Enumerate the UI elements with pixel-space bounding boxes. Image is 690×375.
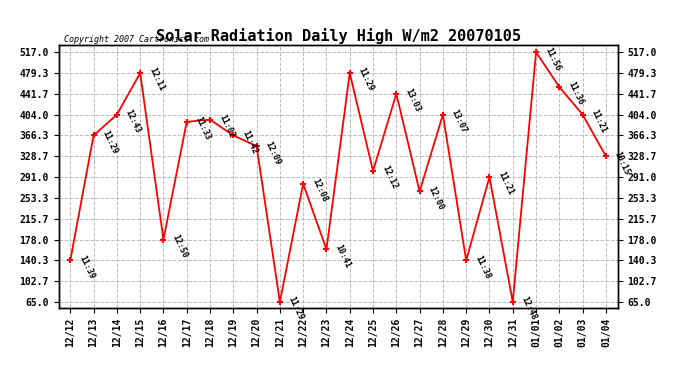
Text: 10:41: 10:41 xyxy=(333,243,352,269)
Text: 11:33: 11:33 xyxy=(194,115,213,142)
Text: 12:48: 12:48 xyxy=(520,296,538,322)
Text: 12:43: 12:43 xyxy=(124,108,143,135)
Text: 11:21: 11:21 xyxy=(496,171,515,197)
Text: 12:50: 12:50 xyxy=(170,233,189,260)
Text: 11:29: 11:29 xyxy=(287,296,306,322)
Text: 11:21: 11:21 xyxy=(589,108,609,135)
Text: 11:29: 11:29 xyxy=(357,66,375,93)
Text: 10:15: 10:15 xyxy=(613,150,631,176)
Text: 12:08: 12:08 xyxy=(310,177,329,204)
Text: 11:38: 11:38 xyxy=(473,254,492,280)
Text: 13:03: 13:03 xyxy=(403,87,422,114)
Text: 11:42: 11:42 xyxy=(240,129,259,155)
Text: 12:00: 12:00 xyxy=(426,185,445,211)
Text: 13:07: 13:07 xyxy=(450,108,469,135)
Text: 11:29: 11:29 xyxy=(101,129,119,155)
Title: Solar Radiation Daily High W/m2 20070105: Solar Radiation Daily High W/m2 20070105 xyxy=(156,28,520,44)
Text: 11:02: 11:02 xyxy=(217,113,236,140)
Text: 11:56: 11:56 xyxy=(543,46,562,72)
Text: 12:09: 12:09 xyxy=(264,140,282,166)
Text: 12:11: 12:11 xyxy=(147,66,166,93)
Text: Copyright 2007 Cartronics.com: Copyright 2007 Cartronics.com xyxy=(64,34,209,44)
Text: 11:39: 11:39 xyxy=(77,254,96,280)
Text: 12:12: 12:12 xyxy=(380,164,399,191)
Text: 11:36: 11:36 xyxy=(566,80,585,107)
